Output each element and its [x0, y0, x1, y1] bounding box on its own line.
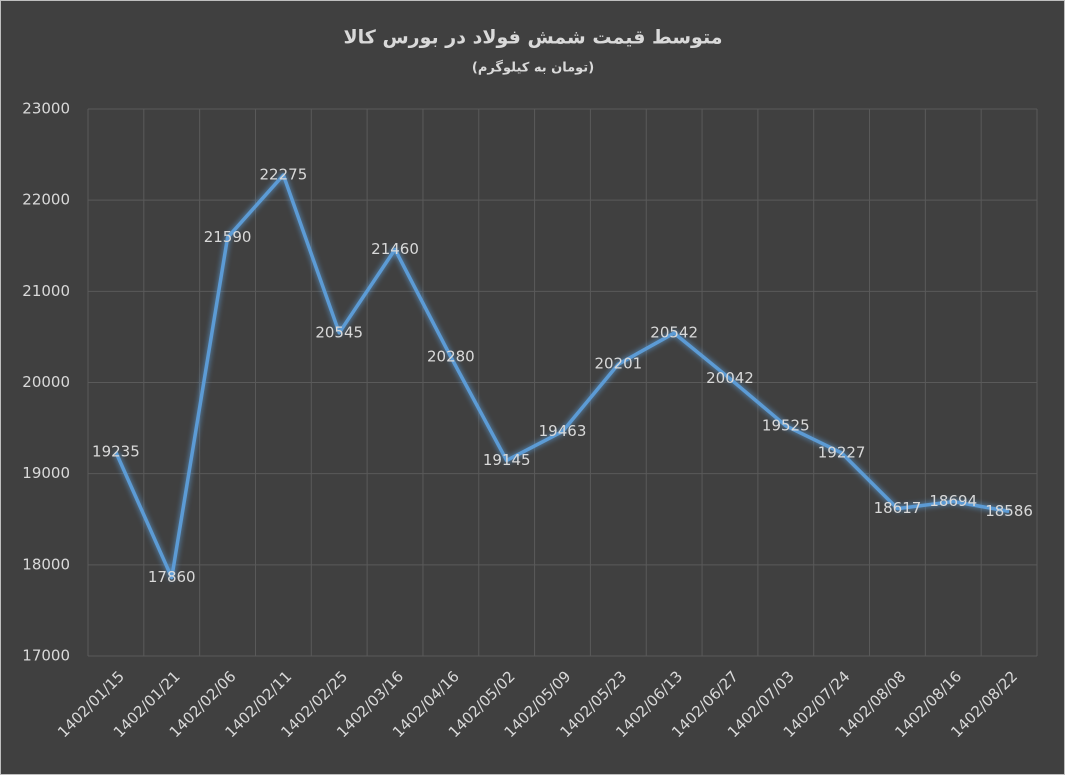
data-label: 20042 [706, 369, 754, 387]
y-tick-label: 17000 [22, 647, 70, 665]
data-label: 19525 [762, 416, 810, 434]
data-label: 21590 [204, 228, 252, 246]
y-tick-label: 22000 [22, 191, 70, 209]
data-label: 21460 [371, 240, 419, 258]
line-series [114, 173, 1010, 580]
chart-title: متوسط قیمت شمش فولاد در بورس کالا [344, 27, 723, 49]
y-tick-label: 19000 [22, 464, 70, 482]
y-tick-label: 23000 [22, 100, 70, 118]
data-label: 19463 [539, 422, 587, 440]
data-label: 20280 [427, 347, 475, 365]
data-label: 19235 [92, 443, 140, 461]
data-label: 20201 [594, 355, 642, 373]
data-label: 19145 [483, 451, 531, 469]
data-label: 20545 [315, 323, 363, 341]
chart-subtitle: (تومان به کیلوگرم) [472, 60, 594, 76]
y-tick-label: 21000 [22, 282, 70, 300]
data-label: 22275 [260, 166, 308, 184]
data-label: 18617 [874, 499, 922, 517]
y-tick-label: 20000 [22, 373, 70, 391]
data-label: 20542 [650, 324, 698, 342]
data-label: 17860 [148, 568, 196, 586]
y-tick-label: 18000 [22, 555, 70, 573]
data-label: 18586 [985, 502, 1033, 520]
data-label: 19227 [818, 443, 866, 461]
data-label: 18694 [929, 492, 977, 510]
